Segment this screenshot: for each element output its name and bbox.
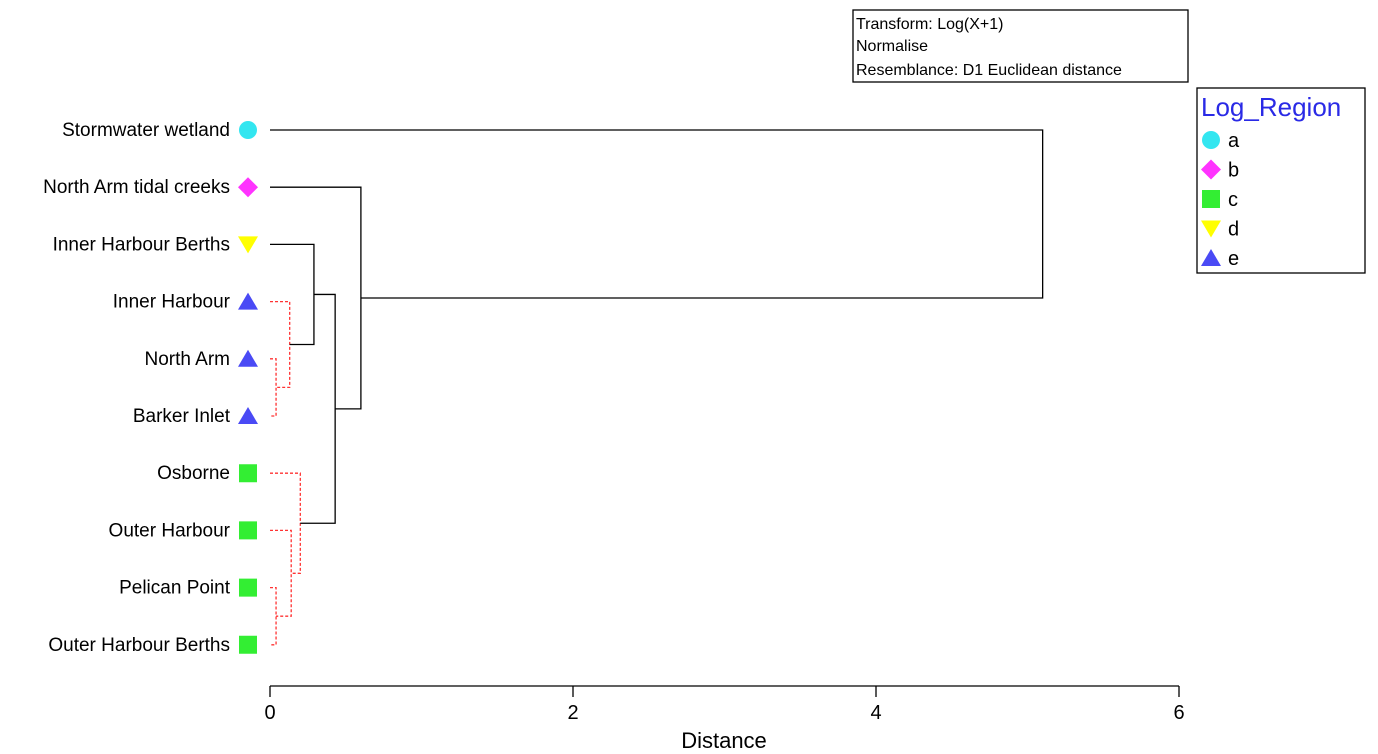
legend-marker-triangle-up	[1201, 249, 1221, 266]
dendrogram-branch	[270, 529, 292, 617]
leaf-label: Inner Harbour	[113, 292, 231, 313]
legend-entry-label: a	[1228, 130, 1240, 152]
dendrogram-branch	[300, 293, 336, 524]
leaf-marker-triangle-up	[238, 292, 258, 310]
dendrogram-branch	[270, 243, 315, 346]
leaf-marker-triangle-down	[238, 236, 258, 254]
x-tick-label: 4	[870, 702, 881, 724]
dendrogram-branch	[270, 186, 362, 410]
leaf-label: Osborne	[157, 463, 230, 484]
leaf-labels: Stormwater wetland North Arm tidal creeks…	[43, 120, 258, 656]
legend-title: Log_Region	[1201, 92, 1341, 122]
leaf-label: Outer Harbour	[109, 520, 231, 541]
legend-frame	[1196, 87, 1366, 274]
leaf-label: North Arm	[144, 349, 230, 370]
x-axis: 0 2 4 6 Distance	[264, 685, 1185, 753]
info-box-line-resemblance: Resemblance: D1 Euclidean distance	[856, 62, 1122, 79]
leaf-marker-circle	[239, 121, 257, 139]
legend-entry-label: e	[1228, 248, 1239, 270]
leaf-marker-square	[239, 635, 257, 654]
legend-entry-label: c	[1228, 189, 1238, 211]
leaf-marker-triangle-up	[238, 349, 258, 367]
leaf-marker-diamond	[238, 177, 258, 198]
leaf-label: Inner Harbour Berths	[53, 234, 230, 255]
x-axis-ticks: 0 2 4 6	[264, 686, 1185, 724]
x-axis-title: Distance	[681, 728, 767, 753]
legend-marker-diamond	[1201, 159, 1221, 180]
x-tick-label: 2	[567, 702, 578, 724]
leaf-marker-square	[239, 464, 257, 483]
leaf-label: Barker Inlet	[133, 406, 231, 427]
dendrogram-branch	[270, 129, 1044, 299]
leaf-label: Pelican Point	[119, 578, 231, 599]
info-box-line-normalise: Normalise	[856, 38, 928, 55]
leaf-marker-square	[239, 578, 257, 597]
dendrogram-branch	[270, 586, 277, 646]
legend-entry-label: b	[1228, 160, 1239, 182]
info-box-frame	[852, 9, 1189, 83]
legend-entry-label: d	[1228, 219, 1239, 241]
legend-marker-square	[1202, 190, 1220, 208]
dendrogram-branch	[270, 300, 291, 389]
leaf-marker-square	[239, 521, 257, 540]
dendrogram-branches	[270, 129, 1044, 646]
legend-marker-circle	[1202, 131, 1220, 149]
x-tick-label: 6	[1173, 702, 1184, 724]
x-tick-label: 0	[264, 702, 275, 724]
leaf-label: Stormwater wetland	[62, 120, 230, 141]
dendrogram-branch	[270, 358, 277, 417]
info-box: Transform: Log(X+1) Normalise Resemblanc…	[852, 9, 1189, 83]
dendrogram-branch	[270, 472, 301, 574]
info-box-line-transform: Transform: Log(X+1)	[856, 16, 1003, 33]
leaf-label: Outer Harbour Berths	[48, 635, 230, 656]
leaf-label: North Arm tidal creeks	[43, 177, 230, 198]
leaf-marker-triangle-up	[238, 407, 258, 424]
legend-marker-triangle-down	[1201, 220, 1221, 238]
